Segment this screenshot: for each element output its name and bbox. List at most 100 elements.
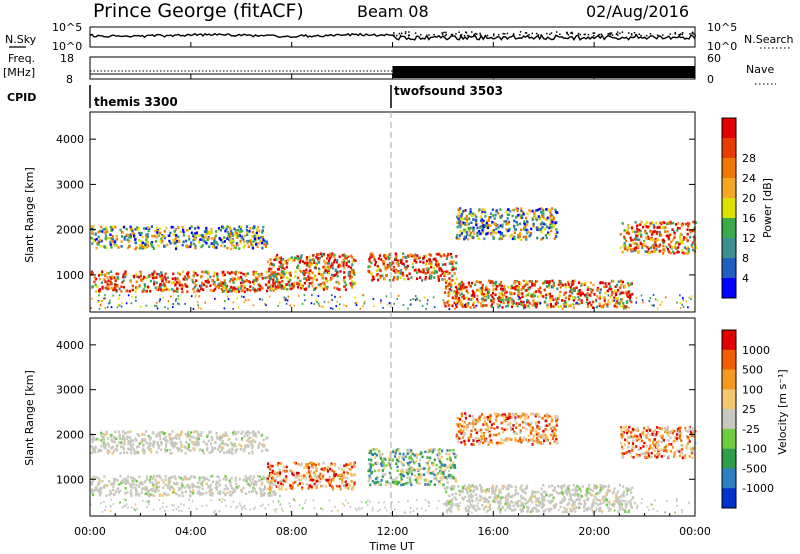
power-echo	[106, 306, 109, 309]
power-echo	[255, 276, 258, 280]
velocity-echo	[169, 488, 172, 491]
velocity-echo	[252, 433, 255, 436]
power-echo	[541, 213, 544, 216]
power-echo	[565, 302, 568, 306]
power-echo	[402, 252, 405, 256]
power-echo	[569, 285, 572, 289]
power-echo	[236, 243, 239, 247]
power-echo	[200, 275, 203, 278]
power-echo	[447, 272, 450, 275]
nsearch-dot	[633, 31, 636, 34]
power-echo	[193, 281, 196, 285]
power-echo	[168, 239, 171, 243]
velocity-echo	[121, 437, 124, 441]
power-echo	[634, 246, 637, 250]
velocity-echo	[544, 419, 547, 423]
power-echo	[333, 253, 336, 257]
power-echo	[397, 264, 400, 267]
power-echo	[662, 241, 665, 244]
power-echo	[349, 266, 353, 269]
power-echo	[460, 280, 464, 284]
power-echo	[463, 228, 466, 232]
power-echo	[306, 271, 309, 274]
power-echo	[473, 293, 476, 297]
power-echo	[338, 307, 341, 310]
power-echo	[437, 265, 440, 269]
power-echo	[527, 304, 530, 308]
power-echo	[513, 225, 516, 228]
velocity-echo	[131, 486, 134, 489]
power-echo	[108, 302, 110, 305]
velocity-echo	[437, 453, 441, 457]
power-echo	[542, 295, 545, 298]
power-echo	[410, 276, 413, 279]
power-echo	[459, 303, 462, 307]
power-echo	[465, 220, 468, 223]
velocity-echo	[184, 490, 187, 493]
velocity-echo	[378, 469, 381, 472]
power-echo	[170, 225, 173, 229]
velocity-echo	[506, 416, 509, 420]
velocity-echo	[149, 488, 153, 491]
power-echo	[679, 302, 682, 305]
velocity-echo	[567, 484, 571, 488]
power-echo	[387, 257, 390, 261]
power-echo	[203, 230, 206, 233]
power-echo	[513, 235, 516, 239]
power-echo	[232, 244, 235, 248]
velocity-echo	[282, 479, 285, 482]
power-echo	[203, 283, 206, 287]
power-echo	[109, 243, 112, 246]
velocity-echo	[343, 484, 346, 487]
velocity-echo	[316, 483, 319, 487]
power-echo	[214, 234, 217, 238]
power-echo	[109, 233, 112, 236]
velocity-echo	[263, 491, 266, 495]
power-echo	[192, 287, 195, 291]
velocity-echo	[494, 412, 498, 416]
velocity-echo	[207, 439, 210, 443]
power-echo	[470, 281, 474, 285]
power-echo	[430, 271, 433, 274]
velocity-echo	[120, 441, 123, 444]
power-echo	[285, 271, 288, 274]
velocity-echo	[515, 421, 518, 425]
power-echo	[649, 238, 652, 241]
velocity-echo	[263, 485, 267, 488]
power-echo	[335, 280, 338, 284]
velocity-echo	[230, 486, 233, 490]
power-echo	[454, 297, 457, 300]
velocity-echo	[549, 427, 553, 430]
velocity-echo	[189, 449, 192, 452]
power-echo	[505, 295, 508, 299]
nsearch-dot	[640, 34, 642, 37]
power-echo	[273, 275, 276, 279]
nsearch-dot	[593, 32, 596, 34]
velocity-echo	[158, 474, 161, 478]
velocity-echo	[147, 489, 151, 493]
power-echo	[383, 260, 386, 263]
velocity-echo	[293, 461, 296, 464]
velocity-echo	[551, 437, 555, 440]
velocity-echo	[192, 475, 196, 478]
power-echo	[330, 255, 333, 259]
nsearch-dot	[525, 32, 528, 34]
velocity-echo	[105, 432, 108, 435]
velocity-echo	[534, 421, 538, 424]
power-echo	[177, 271, 180, 275]
velocity-echo	[112, 436, 116, 439]
power-echo	[259, 298, 261, 301]
power-echo	[172, 233, 175, 236]
velocity-echo	[267, 492, 270, 496]
power-echo	[134, 273, 137, 276]
velocity-echo	[375, 448, 378, 451]
power-colorbar-swatch	[722, 218, 736, 239]
power-echo	[280, 265, 283, 269]
velocity-echo	[248, 440, 251, 443]
velocity-echo	[483, 421, 486, 425]
velocity-echo	[199, 493, 202, 497]
power-echo	[549, 296, 551, 299]
power-echo	[485, 219, 489, 223]
power-echo	[459, 217, 462, 221]
power-echo	[324, 266, 327, 270]
